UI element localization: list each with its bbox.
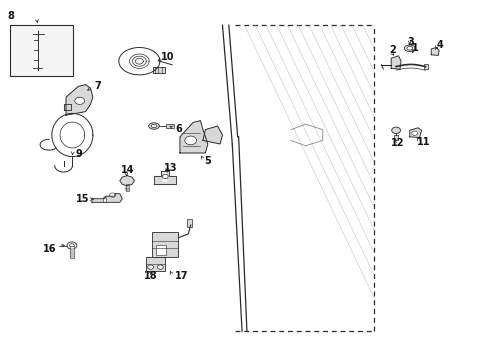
Polygon shape xyxy=(430,48,438,55)
Circle shape xyxy=(69,244,74,247)
Bar xyxy=(155,245,166,255)
Bar xyxy=(166,124,173,128)
Polygon shape xyxy=(63,104,71,110)
Circle shape xyxy=(157,265,163,269)
Polygon shape xyxy=(120,176,134,186)
Ellipse shape xyxy=(151,125,157,128)
Bar xyxy=(393,135,397,140)
Bar xyxy=(125,184,128,191)
Polygon shape xyxy=(180,121,207,153)
Text: 6: 6 xyxy=(175,124,182,134)
Text: 8: 8 xyxy=(7,11,14,21)
Circle shape xyxy=(109,193,115,197)
Polygon shape xyxy=(92,194,122,202)
Circle shape xyxy=(75,97,84,104)
Bar xyxy=(163,173,167,182)
Circle shape xyxy=(162,174,168,179)
Ellipse shape xyxy=(404,45,414,51)
Circle shape xyxy=(391,127,400,134)
Polygon shape xyxy=(409,128,421,138)
Bar xyxy=(102,197,105,202)
Text: 14: 14 xyxy=(121,165,135,175)
Polygon shape xyxy=(390,56,400,69)
Text: 13: 13 xyxy=(163,163,177,173)
Bar xyxy=(70,246,74,258)
Polygon shape xyxy=(203,126,222,144)
Text: 16: 16 xyxy=(43,244,57,254)
Bar xyxy=(151,232,178,257)
Ellipse shape xyxy=(406,46,412,50)
Bar xyxy=(152,67,164,73)
Text: 2: 2 xyxy=(388,45,395,55)
Text: 12: 12 xyxy=(390,138,404,148)
Bar xyxy=(424,64,427,69)
Text: 17: 17 xyxy=(175,271,188,281)
Bar xyxy=(187,219,192,227)
Circle shape xyxy=(184,136,196,145)
Circle shape xyxy=(67,242,77,249)
Text: 7: 7 xyxy=(94,81,101,91)
Circle shape xyxy=(147,265,153,269)
Circle shape xyxy=(411,131,417,135)
Text: 15: 15 xyxy=(76,194,89,204)
Text: 11: 11 xyxy=(416,137,429,147)
Text: 9: 9 xyxy=(76,149,82,159)
Text: 3: 3 xyxy=(407,37,413,47)
Text: 18: 18 xyxy=(144,271,158,281)
Polygon shape xyxy=(154,171,176,184)
Ellipse shape xyxy=(148,123,159,129)
Text: 10: 10 xyxy=(161,51,175,62)
Text: 4: 4 xyxy=(435,40,442,50)
Bar xyxy=(145,257,165,271)
Text: 1: 1 xyxy=(411,42,418,53)
Text: 5: 5 xyxy=(204,156,211,166)
Polygon shape xyxy=(66,85,93,115)
Bar xyxy=(10,25,73,76)
